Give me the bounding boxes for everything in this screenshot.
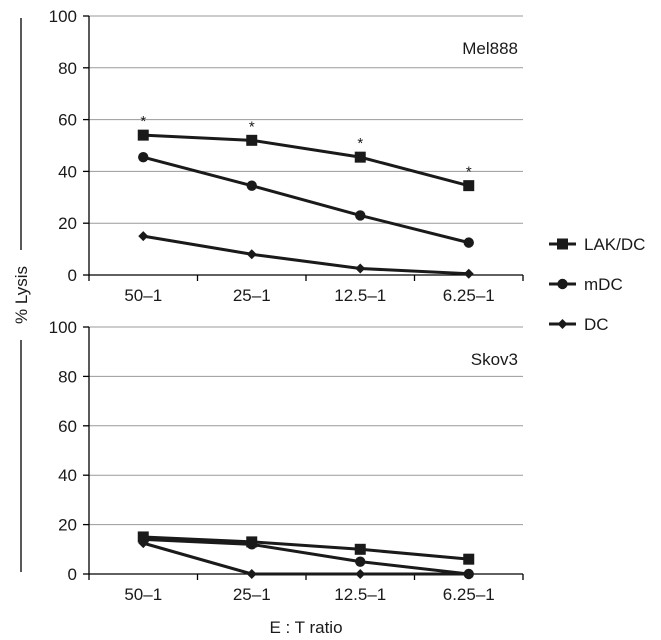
- data-point-dc: [138, 231, 149, 242]
- x-tick-label: 25–1: [233, 286, 271, 305]
- data-point-lak-dc: [354, 543, 366, 555]
- x-tick-label: 50–1: [124, 286, 162, 305]
- legend-item: DC: [549, 315, 609, 334]
- data-point-lak-dc: [463, 553, 475, 565]
- series-line-dc: [143, 234, 469, 276]
- y-tick-label: 80: [58, 367, 77, 386]
- data-point-dc: [463, 268, 474, 279]
- x-tick-label: 12.5–1: [334, 585, 386, 604]
- significance-star: *: [466, 164, 472, 181]
- data-point-dc: [463, 569, 474, 579]
- legend-item: LAK/DC: [549, 235, 645, 254]
- legend-marker-diamond: [557, 319, 568, 329]
- y-tick-label: 100: [49, 7, 77, 26]
- data-point-mdc: [246, 539, 257, 550]
- series-line-mdc: [143, 537, 469, 576]
- data-point-lak-dc: [137, 129, 149, 141]
- x-tick-label: 12.5–1: [334, 286, 386, 305]
- series-line-dc: [142, 541, 469, 576]
- x-axis-title: E : T ratio: [269, 618, 342, 637]
- legend-marker-circle: [557, 278, 568, 290]
- series-line-lak-dc: [143, 535, 469, 561]
- x-tick-label: 6.25–1: [443, 585, 495, 604]
- legend: LAK/DC mDC DC: [549, 235, 645, 334]
- legend-label: LAK/DC: [584, 235, 645, 254]
- y-tick-label: 60: [58, 111, 77, 130]
- chart-panel-skov3: 0 20 40 60 80 100 50–1 25–1 12.5–1 6.25–1 Skov3: [49, 318, 524, 604]
- y-tick-label: 20: [58, 214, 77, 233]
- significance-star: *: [357, 135, 363, 152]
- series-line-lak-dc: [143, 133, 470, 188]
- legend-marker-square: [557, 238, 568, 250]
- y-tick-label: 20: [58, 516, 77, 535]
- data-point-mdc: [355, 210, 366, 221]
- data-point-lak-dc: [246, 134, 258, 146]
- significance-star: *: [140, 113, 146, 130]
- y-tick-label: 40: [58, 162, 77, 181]
- data-point-lak-dc: [463, 180, 475, 192]
- panel-label: Skov3: [471, 350, 518, 369]
- y-tick-label: 40: [58, 466, 77, 485]
- data-point-lak-dc: [354, 151, 366, 163]
- data-point-mdc: [246, 180, 257, 191]
- data-point-mdc: [138, 151, 149, 163]
- data-point-dc: [355, 569, 366, 579]
- y-tick-label: 0: [68, 266, 77, 285]
- y-tick-label: 80: [58, 59, 77, 78]
- data-point-dc: [246, 249, 257, 260]
- x-tick-label: 50–1: [124, 585, 162, 604]
- chart-panel-mel888: 0 20 40 60 80 100 50–1 25–1 12.5–1 6.25–1 Mel888 * *…: [49, 7, 524, 305]
- data-point-mdc: [355, 556, 366, 567]
- x-tick-label: 25–1: [233, 585, 271, 604]
- x-tick-label: 6.25–1: [443, 286, 495, 305]
- series-line-mdc: [142, 155, 470, 245]
- y-tick-label: 0: [68, 565, 77, 584]
- significance-star: *: [249, 118, 255, 135]
- y-axis-title: % Lysis: [12, 266, 31, 324]
- y-axis-title-group: % Lysis: [12, 18, 31, 572]
- y-tick-label: 100: [49, 318, 77, 337]
- legend-item: mDC: [549, 275, 623, 294]
- legend-label: mDC: [584, 275, 623, 294]
- legend-label: DC: [584, 315, 609, 334]
- y-tick-label: 60: [58, 417, 77, 436]
- data-point-dc: [246, 569, 257, 579]
- data-point-dc: [355, 263, 366, 274]
- panel-label: Mel888: [462, 39, 518, 58]
- data-point-dc: [138, 538, 149, 549]
- data-point-mdc: [463, 237, 474, 248]
